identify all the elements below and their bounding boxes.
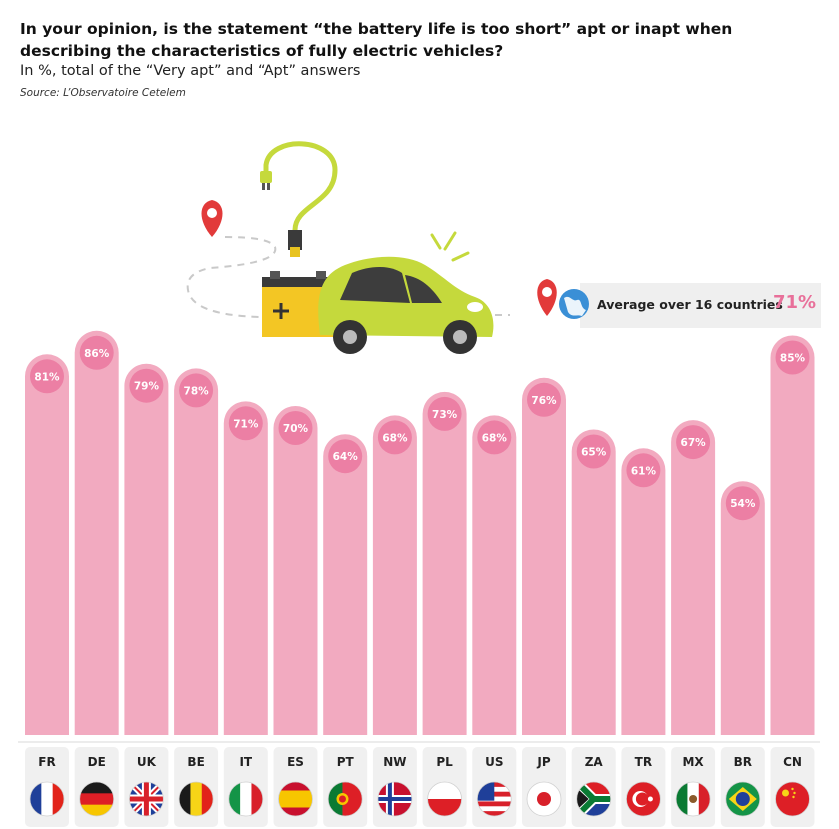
data-label: 79% bbox=[134, 381, 160, 393]
bar-jp bbox=[522, 377, 566, 735]
category-label: CN bbox=[783, 755, 802, 769]
flag-uk-icon bbox=[128, 781, 164, 817]
data-label: 70% bbox=[283, 423, 309, 435]
data-label: 71% bbox=[233, 418, 259, 430]
category-label: ZA bbox=[585, 755, 604, 769]
data-label: 86% bbox=[84, 348, 110, 360]
category-label: ES bbox=[287, 755, 304, 769]
value-badge bbox=[576, 434, 611, 469]
flag-portugal-icon bbox=[327, 781, 363, 817]
flag-italy-icon bbox=[228, 781, 264, 817]
bar-be bbox=[174, 368, 219, 735]
flag-usa-icon bbox=[476, 781, 512, 817]
flag-germany-icon bbox=[79, 781, 115, 817]
value-badge bbox=[328, 439, 363, 474]
bar-pl bbox=[422, 391, 467, 735]
value-badge bbox=[129, 368, 164, 403]
data-label: 65% bbox=[581, 447, 607, 459]
data-label: 68% bbox=[382, 432, 408, 444]
flag-brazil-icon bbox=[725, 781, 761, 817]
category-label: NW bbox=[383, 755, 406, 769]
flag-south-africa-icon bbox=[576, 781, 612, 817]
bar-chart: 81% FR 86% DE 79% UK 78% BE 71% IT 70% ES 64% PT 68% NW… bbox=[18, 330, 820, 827]
bar-cn bbox=[770, 335, 815, 735]
flag-belgium-icon bbox=[178, 781, 214, 817]
bar-nw bbox=[372, 415, 417, 735]
bar-de bbox=[74, 330, 119, 735]
data-label: 67% bbox=[681, 437, 707, 449]
category-label: DE bbox=[88, 755, 106, 769]
chart-title: In your opinion, is the statement “the b… bbox=[20, 20, 733, 60]
average-box bbox=[580, 283, 821, 328]
electric-car-illustration bbox=[186, 141, 510, 354]
flag-mexico-icon bbox=[675, 781, 711, 817]
value-badge bbox=[179, 373, 214, 408]
flag-spain-icon bbox=[278, 781, 313, 817]
value-badge bbox=[228, 406, 263, 441]
value-badge bbox=[30, 359, 64, 394]
value-badge bbox=[427, 396, 462, 431]
category-label: BR bbox=[734, 755, 752, 769]
bar-us bbox=[472, 415, 517, 735]
value-badge bbox=[725, 486, 760, 521]
flag-france-icon bbox=[29, 781, 65, 817]
data-label: 85% bbox=[780, 353, 806, 365]
bar-mx bbox=[671, 420, 716, 735]
data-label: 73% bbox=[432, 409, 458, 421]
location-pin-icon bbox=[537, 279, 557, 316]
bar-br bbox=[720, 481, 765, 735]
bar-uk bbox=[124, 363, 169, 735]
value-badge bbox=[377, 420, 412, 455]
data-label: 54% bbox=[730, 498, 756, 510]
category-label: PT bbox=[337, 755, 355, 769]
average-icons bbox=[537, 279, 589, 319]
data-label: 81% bbox=[34, 371, 60, 383]
flag-norway-icon bbox=[377, 781, 413, 817]
category-label: MX bbox=[682, 755, 704, 769]
flag-china-icon bbox=[775, 781, 810, 817]
flag-turkey-icon bbox=[626, 781, 661, 817]
category-label: UK bbox=[137, 755, 157, 769]
chart-subtitle: In %, total of the “Very apt” and “Apt” … bbox=[20, 63, 361, 79]
value-badge bbox=[775, 340, 810, 375]
bar-tr bbox=[621, 448, 666, 735]
category-label: FR bbox=[38, 755, 55, 769]
category-label: PL bbox=[436, 755, 453, 769]
category-label: TR bbox=[635, 755, 652, 769]
bar-fr bbox=[25, 354, 69, 735]
bar-es bbox=[273, 406, 318, 735]
value-badge bbox=[79, 335, 114, 370]
average-value: 71% bbox=[773, 292, 817, 313]
value-badge bbox=[477, 420, 512, 455]
value-badge bbox=[527, 382, 561, 417]
chart-source: Source: L’Observatoire Cetelem bbox=[20, 87, 186, 99]
data-label: 68% bbox=[482, 432, 508, 444]
category-label: IT bbox=[239, 755, 252, 769]
value-badge bbox=[676, 425, 711, 460]
flag-poland-icon bbox=[427, 781, 463, 817]
bar-pt bbox=[323, 434, 368, 735]
value-badge bbox=[626, 453, 661, 488]
category-label: JP bbox=[536, 755, 550, 769]
category-label: US bbox=[485, 755, 503, 769]
average-label: Average over 16 countries bbox=[597, 297, 783, 312]
flag-japan-icon bbox=[526, 781, 562, 817]
bar-za bbox=[571, 429, 616, 735]
value-badge bbox=[278, 411, 313, 445]
category-label: BE bbox=[187, 755, 204, 769]
data-label: 76% bbox=[531, 395, 557, 407]
data-label: 61% bbox=[631, 465, 657, 477]
globe-icon bbox=[559, 289, 589, 319]
bar-it bbox=[223, 401, 268, 735]
data-label: 64% bbox=[333, 451, 359, 463]
data-label: 78% bbox=[184, 385, 210, 397]
location-pin-icon bbox=[201, 200, 223, 237]
